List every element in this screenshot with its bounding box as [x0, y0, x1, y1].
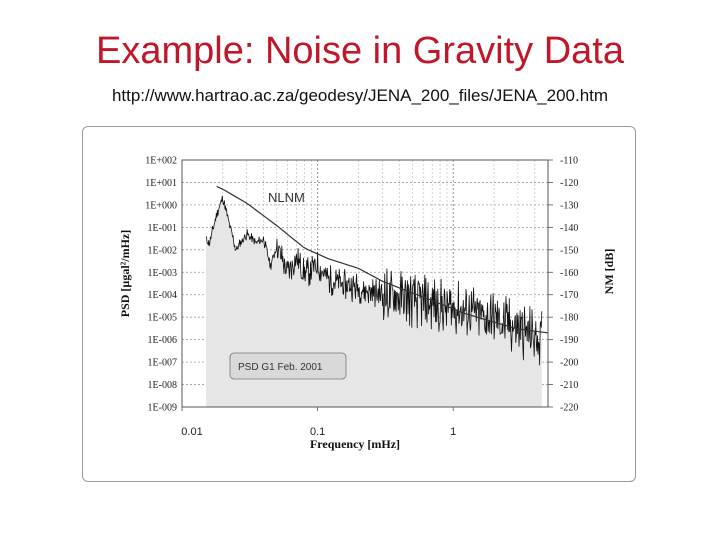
- y-tick-label: 1E-008: [148, 380, 177, 391]
- y2-tick-label: -170: [560, 290, 578, 301]
- source-url[interactable]: http://www.hartrao.ac.za/geodesy/JENA_20…: [111, 86, 609, 105]
- y-tick-label: 1E-004: [148, 290, 177, 301]
- slide-title: Example: Noise in Gravity Data: [96, 30, 624, 72]
- x-tick-label: 0.01: [181, 426, 202, 438]
- x-axis-title: Frequency [mHz]: [310, 437, 400, 451]
- psd-legend-label: PSD G1 Feb. 2001: [238, 362, 323, 373]
- y-tick-label: 1E-005: [148, 313, 177, 324]
- y-tick-label: 1E+000: [145, 200, 177, 211]
- y-tick-label: 1E-002: [148, 245, 177, 256]
- y2-tick-label: -210: [560, 380, 578, 391]
- x-tick-label: 1: [450, 426, 456, 438]
- legend-box: [229, 352, 347, 380]
- y2-tick-label: -160: [560, 268, 578, 279]
- y-tick-label: 1E-001: [148, 223, 177, 234]
- y2-tick-label: -200: [560, 358, 578, 369]
- nlnm-annotation: NLNM: [268, 190, 305, 205]
- psd-series-line: [205, 195, 543, 366]
- y2-tick-label: -150: [560, 245, 578, 256]
- y-tick-label: 1E-006: [148, 335, 177, 346]
- y2-axis-title: NM [dB]: [602, 249, 616, 295]
- nlnm-series-line: [216, 185, 548, 334]
- y-tick-label: 1E-007: [148, 358, 177, 369]
- x-tick-label: 0.1: [310, 426, 325, 438]
- y2-tick-label: -220: [560, 403, 578, 414]
- y2-tick-label: -140: [560, 223, 578, 234]
- y-tick-label: 1E+001: [145, 178, 177, 189]
- y-tick-label: 1E+002: [145, 156, 177, 167]
- y2-tick-label: -130: [560, 200, 578, 211]
- y-axis-title: PSD [µgal²/mHz]: [118, 230, 132, 318]
- y2-tick-label: -180: [560, 313, 578, 324]
- y2-tick-label: -190: [560, 335, 578, 346]
- plot-border: [181, 159, 549, 408]
- y2-tick-label: -120: [560, 178, 578, 189]
- y-tick-label: 1E-009: [148, 403, 177, 414]
- y2-tick-label: -110: [560, 156, 578, 167]
- y-tick-label: 1E-003: [148, 268, 177, 279]
